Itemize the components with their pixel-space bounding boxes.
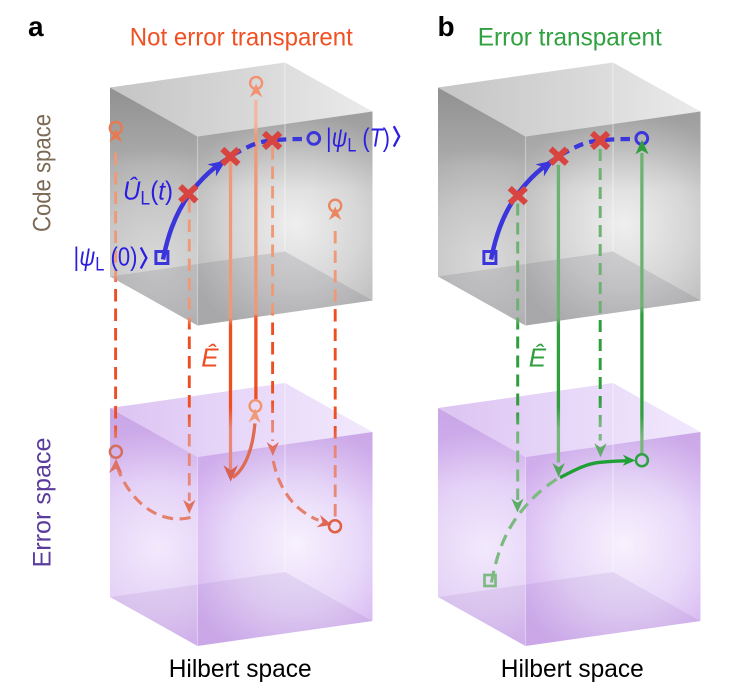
svg-text:Ê: Ê [529, 343, 547, 373]
svg-text:Ê: Ê [201, 343, 219, 373]
svg-text:|ψL (T): |ψL (T) [326, 123, 390, 157]
svg-text:Error space: Error space [28, 438, 56, 568]
svg-text:Code space: Code space [29, 114, 57, 232]
svg-text:b: b [438, 11, 455, 42]
svg-text:Hilbert space: Hilbert space [169, 655, 312, 683]
svg-text:Hilbert space: Hilbert space [501, 655, 644, 683]
svg-text:Error transparent: Error transparent [478, 24, 662, 52]
svg-text:Not error transparent: Not error transparent [130, 24, 353, 52]
svg-text:a: a [28, 11, 44, 42]
svg-text:|ψL (0): |ψL (0) [74, 242, 138, 276]
svg-text:ÛL(t): ÛL(t) [123, 176, 173, 210]
